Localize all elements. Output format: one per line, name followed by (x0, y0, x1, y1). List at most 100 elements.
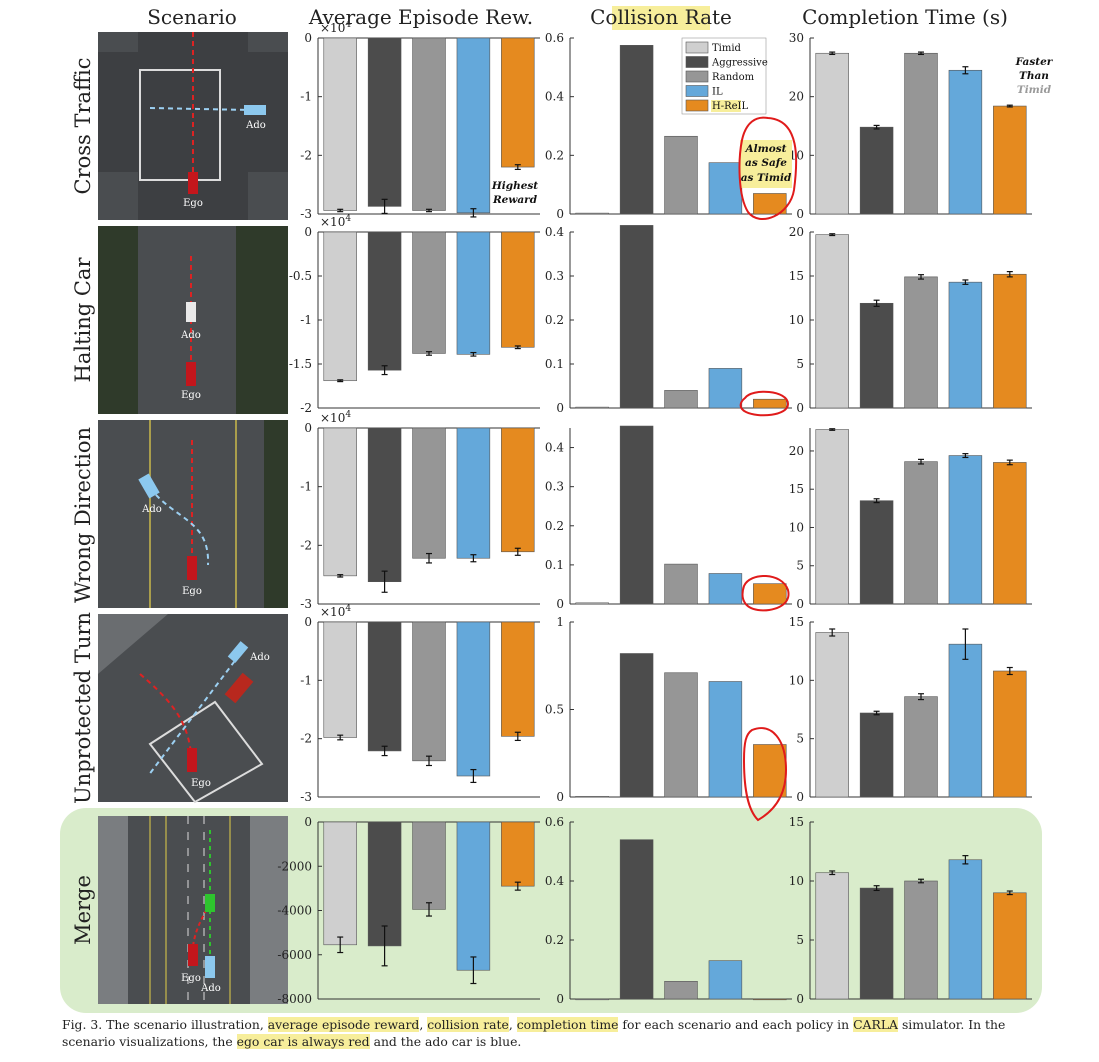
bar-random (904, 696, 938, 798)
bar-aggressive (619, 45, 654, 215)
merge-highlight-panel (60, 808, 1042, 1013)
bar-h-reil (993, 670, 1027, 798)
bar-random (664, 390, 698, 409)
y-tick-label: 0 (556, 597, 564, 611)
caption-text-1: The scenario illustration, (102, 1017, 268, 1032)
y-tick-label: 0 (304, 225, 312, 239)
bar-aggressive (367, 427, 402, 583)
y-tick-label: 10 (789, 673, 804, 687)
y-tick-label: -3 (300, 597, 312, 611)
annotation-highest-line1: Highest (491, 180, 538, 192)
header-scenario: Scenario (147, 5, 237, 29)
legend-highlight (711, 100, 741, 112)
bar-timid (323, 37, 357, 211)
annotation-faster-than: Faster Than Timid (1015, 56, 1054, 96)
bar-h-reil (753, 583, 787, 605)
ado-car (244, 105, 266, 115)
y-tick-label: -1 (300, 673, 312, 687)
y-tick-label: 0.3 (545, 269, 564, 283)
bar-aggressive (367, 231, 402, 371)
bar-timid (575, 212, 609, 215)
legend-swatch-il (685, 85, 709, 97)
y-tick-label: 0.4 (545, 225, 564, 239)
y-tick-label: -4000 (277, 904, 312, 918)
bar-aggressive (859, 302, 894, 409)
y-tick-label: -1.5 (289, 357, 312, 371)
y-tick-label: 0.3 (545, 480, 564, 494)
caption-text-2: , (419, 1017, 428, 1032)
y-tick-label: -1 (300, 90, 312, 104)
bar-timid (815, 234, 849, 409)
y-tick-label: -2 (300, 538, 312, 552)
chart-panel-3-0: 0 -1 -2 -3 ×104 (300, 604, 540, 804)
y-tick-label: -3 (300, 790, 312, 804)
y-tick-label: 0 (556, 401, 564, 415)
bar-h-reil (501, 427, 535, 553)
ego-label: Ego (181, 390, 201, 401)
ego-label: Ego (183, 198, 203, 209)
bar-timid (323, 427, 357, 577)
bar-timid (815, 429, 849, 605)
bar-random (904, 276, 938, 409)
caption-text-3: , (508, 1017, 517, 1032)
row-label-wrong-direction: Wrong Direction (71, 427, 95, 603)
target-marker (205, 894, 215, 912)
y-tick-label: 15 (789, 815, 804, 829)
bar-h-reil (993, 273, 1027, 409)
axis-multiplier-exponent: 4 (345, 20, 351, 30)
header-collision-highlight (612, 6, 710, 30)
ado-label: Ado (249, 652, 270, 663)
bar-il (456, 621, 491, 777)
y-tick-label: 0.4 (545, 90, 564, 104)
bar-il (708, 162, 743, 215)
bar-h-reil (753, 744, 787, 798)
y-tick-label: 0 (304, 815, 312, 829)
legend-swatch-timid (685, 41, 709, 54)
y-tick-label: -2 (300, 732, 312, 746)
y-tick-label: 5 (796, 732, 804, 746)
y-tick-label: 0 (304, 31, 312, 45)
y-tick-label: 0 (796, 992, 804, 1006)
bar-timid (575, 406, 609, 409)
header-collision-rest: Rate (678, 5, 732, 29)
ado-path (149, 107, 251, 111)
y-tick-label: 0 (556, 207, 564, 221)
y-tick-label: 0 (556, 992, 564, 1006)
annotation-highest-reward: Highest Reward (491, 180, 538, 206)
y-tick-label: 20 (789, 90, 804, 104)
axis-multiplier-exponent: 4 (345, 604, 351, 614)
bar-il (708, 681, 743, 798)
y-tick-label: 0.2 (545, 313, 564, 327)
header-completion: Completion Time (s) (802, 5, 1008, 29)
y-tick-label: -2000 (277, 859, 312, 873)
row-label-unprotected-turn: Unprotected Turn (71, 612, 95, 804)
caption-highlight-carla: CARLA (853, 1017, 898, 1032)
sidewalk (98, 614, 168, 674)
bar-random (904, 461, 938, 605)
legend-swatch-random (685, 70, 709, 83)
sidewalk-left (98, 816, 128, 1004)
bar-random (412, 621, 446, 762)
ado-car (138, 473, 160, 499)
y-tick-label: 10 (789, 520, 804, 534)
caption-text-5: simulator. In the scenario visualization… (62, 1017, 1006, 1049)
chart-panel-4-1: 0 0.2 0.4 0.6 (545, 815, 792, 1006)
y-tick-label: 10 (789, 874, 804, 888)
row-label-merge: Merge (71, 875, 95, 945)
chart-panel-0-1: 0 0.2 0.4 0.6 (545, 31, 792, 221)
red-circle-halting-car (739, 390, 790, 417)
bar-aggressive (619, 425, 654, 605)
y-tick-label: -0.5 (289, 269, 312, 283)
bar-aggressive (367, 37, 402, 207)
sidewalk-right (250, 816, 288, 1004)
y-tick-label: 0.2 (545, 933, 564, 947)
ado-label: Ado (141, 504, 162, 515)
scenario-image-1: Ado Ego (98, 226, 288, 414)
caption-highlight-completion: completion time (516, 1017, 619, 1032)
ego-label: Ego (181, 973, 201, 984)
annotation-almost-line1: Almost (744, 143, 786, 155)
y-tick-label: 0 (796, 790, 804, 804)
bar-il (948, 643, 983, 798)
annotation-highest-line2: Reward (492, 194, 538, 206)
